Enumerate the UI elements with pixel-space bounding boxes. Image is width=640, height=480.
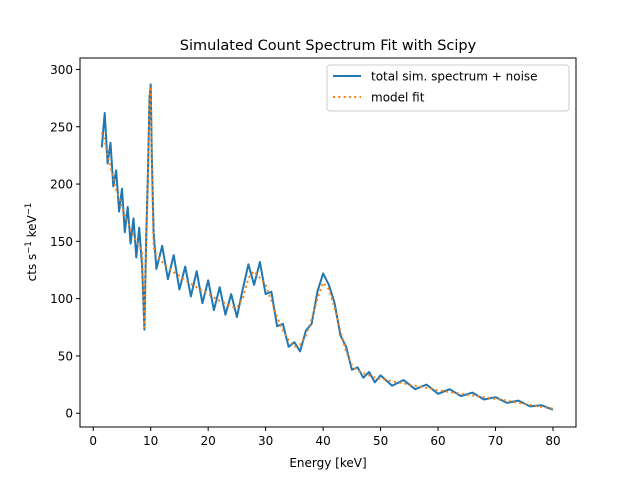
series-line-model [100,85,554,410]
x-axis-label: Energy [keV] [289,456,366,470]
legend-box [326,64,570,112]
x-tick-label: 70 [488,434,503,448]
x-tick-label: 20 [201,434,216,448]
y-axis-label: cts s−1 keV−1 [24,203,39,282]
y-tick-label: 150 [50,235,73,249]
x-tick-label: 50 [373,434,388,448]
legend-label-total: total sim. spectrum + noise [371,70,538,84]
y-tick-label: 50 [58,349,73,363]
y-tick-label: 200 [50,178,73,192]
x-tick-label: 0 [89,434,97,448]
x-tick-label: 10 [143,434,158,448]
series-layer [100,83,554,411]
legend-label-model: model fit [371,91,425,105]
x-tick-label: 40 [315,434,330,448]
y-tick-label: 300 [50,63,73,77]
x-tick-label: 30 [258,434,273,448]
legend: total sim. spectrum + noise model fit [326,64,570,112]
x-axis: 0 10 20 30 40 50 60 70 80 [89,427,561,448]
x-tick-label: 80 [545,434,560,448]
y-tick-label: 100 [50,292,73,306]
y-tick-label: 0 [65,407,73,421]
x-tick-label: 60 [430,434,445,448]
y-tick-label: 250 [50,120,73,134]
series-line-total [100,83,554,411]
axes-frame [79,57,577,428]
chart-title: Simulated Count Spectrum Fit with Scipy [180,38,477,54]
y-axis: 0 50 100 150 200 250 300 [50,63,80,421]
